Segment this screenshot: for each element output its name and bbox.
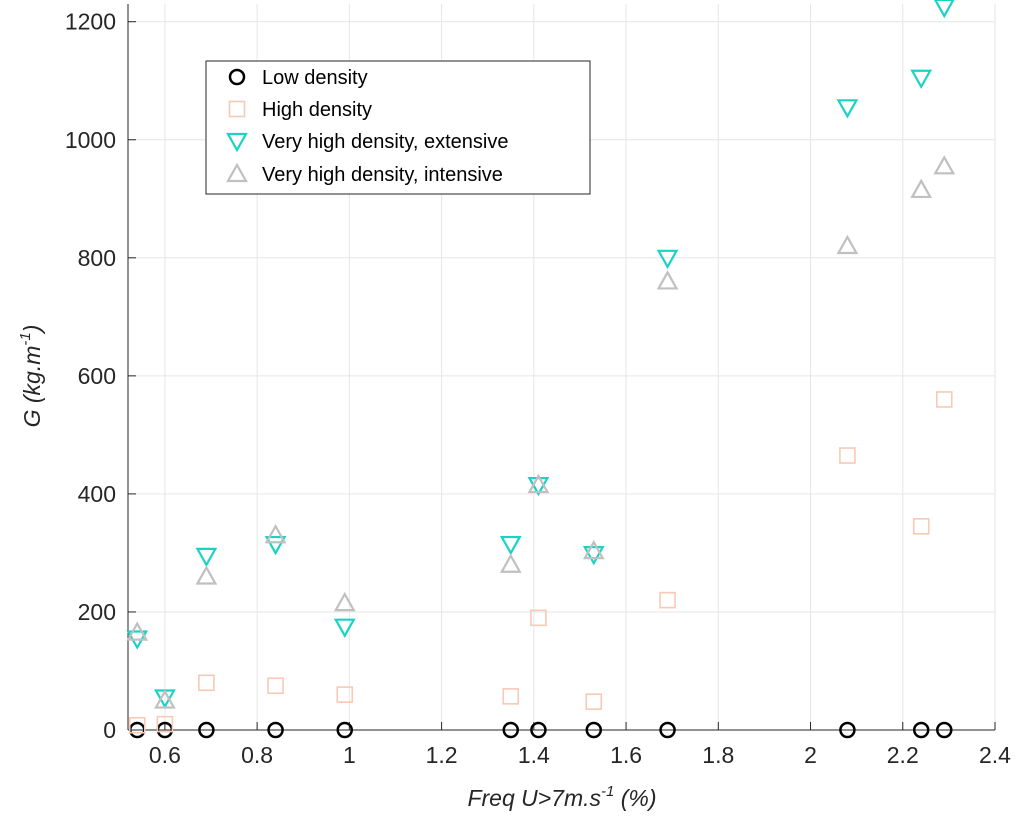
axes bbox=[127, 4, 996, 731]
legend-label: Low density bbox=[262, 67, 368, 89]
data-point bbox=[933, 155, 956, 175]
x-tick-label: 2.4 bbox=[979, 742, 1011, 768]
data-point bbox=[267, 677, 284, 695]
y-tick-label: 400 bbox=[78, 481, 116, 507]
data-point bbox=[499, 553, 522, 573]
data-point bbox=[527, 473, 550, 494]
data-point bbox=[128, 716, 146, 734]
legend-marker bbox=[226, 132, 248, 153]
data-point bbox=[198, 721, 215, 739]
data-point bbox=[935, 391, 953, 408]
series-3 bbox=[126, 155, 956, 709]
x-tick-label: 1.4 bbox=[518, 742, 550, 768]
data-point bbox=[195, 547, 218, 568]
data-point bbox=[912, 721, 930, 739]
data-point bbox=[912, 518, 930, 535]
y-tick-label: 200 bbox=[78, 599, 116, 625]
data-point bbox=[336, 686, 354, 703]
data-point bbox=[836, 99, 859, 119]
data-point bbox=[585, 693, 603, 710]
data-point bbox=[659, 591, 676, 609]
data-point bbox=[333, 591, 356, 612]
legend-label: Very high density, intensive bbox=[262, 164, 503, 186]
data-point bbox=[839, 721, 856, 739]
x-tick-label: 2.2 bbox=[887, 742, 919, 768]
data-point bbox=[530, 721, 547, 739]
data-point bbox=[264, 535, 287, 556]
data-point bbox=[656, 270, 679, 290]
data-point bbox=[499, 535, 522, 556]
legend-marker bbox=[226, 162, 248, 183]
y-tick-label: 1000 bbox=[65, 127, 116, 153]
data-point bbox=[530, 609, 547, 627]
x-tick-label: 1.8 bbox=[702, 742, 734, 768]
tick-labels: 0.6 0.8 1 1.2 1.4 1.6 1.8 2 2.2 2.4 0 200 400 600 800 1… bbox=[65, 9, 1011, 768]
data-point bbox=[154, 689, 176, 709]
data-point bbox=[264, 523, 287, 544]
data-point bbox=[582, 546, 605, 566]
data-point bbox=[156, 715, 174, 733]
data-point bbox=[502, 721, 520, 739]
y-tick-label: 1200 bbox=[65, 9, 116, 35]
data-point bbox=[582, 539, 605, 560]
legend-box bbox=[205, 60, 591, 195]
data-point bbox=[333, 618, 356, 638]
x-tick-label: 1.2 bbox=[426, 742, 458, 768]
data-points bbox=[126, 0, 956, 739]
data-point bbox=[267, 721, 284, 739]
data-point bbox=[910, 178, 933, 199]
data-point bbox=[336, 721, 353, 739]
data-point bbox=[934, 0, 955, 19]
x-tick-label: 0.8 bbox=[241, 742, 273, 768]
data-point bbox=[656, 249, 679, 270]
data-point bbox=[836, 234, 859, 255]
data-point bbox=[126, 621, 149, 641]
data-point bbox=[936, 721, 953, 739]
y-axis-label: G (kg.m-1) bbox=[17, 325, 45, 428]
x-tick-label: 1 bbox=[343, 742, 356, 768]
data-point bbox=[585, 721, 603, 739]
data-point bbox=[910, 69, 933, 90]
y-tick-label: 800 bbox=[78, 245, 116, 271]
data-point bbox=[198, 674, 215, 692]
data-point bbox=[195, 565, 218, 585]
legend-label: High density bbox=[262, 99, 372, 121]
data-point bbox=[502, 688, 520, 705]
x-tick-label: 1.6 bbox=[610, 742, 642, 768]
data-point bbox=[839, 447, 856, 464]
y-tick-label: 0 bbox=[103, 717, 116, 743]
legend-marker bbox=[228, 100, 246, 118]
data-point bbox=[659, 721, 676, 739]
legend-marker bbox=[228, 68, 246, 86]
x-tick-label: 2 bbox=[804, 742, 817, 768]
y-tick-label: 600 bbox=[78, 363, 116, 389]
legend-label: Very high density, extensive bbox=[262, 131, 508, 153]
legend: Low density High density Very high density… bbox=[205, 60, 591, 195]
series-1 bbox=[128, 391, 953, 734]
x-tick-label: 0.6 bbox=[149, 742, 181, 768]
x-axis-label: Freq U>7m.s-1 (%) bbox=[467, 783, 656, 811]
